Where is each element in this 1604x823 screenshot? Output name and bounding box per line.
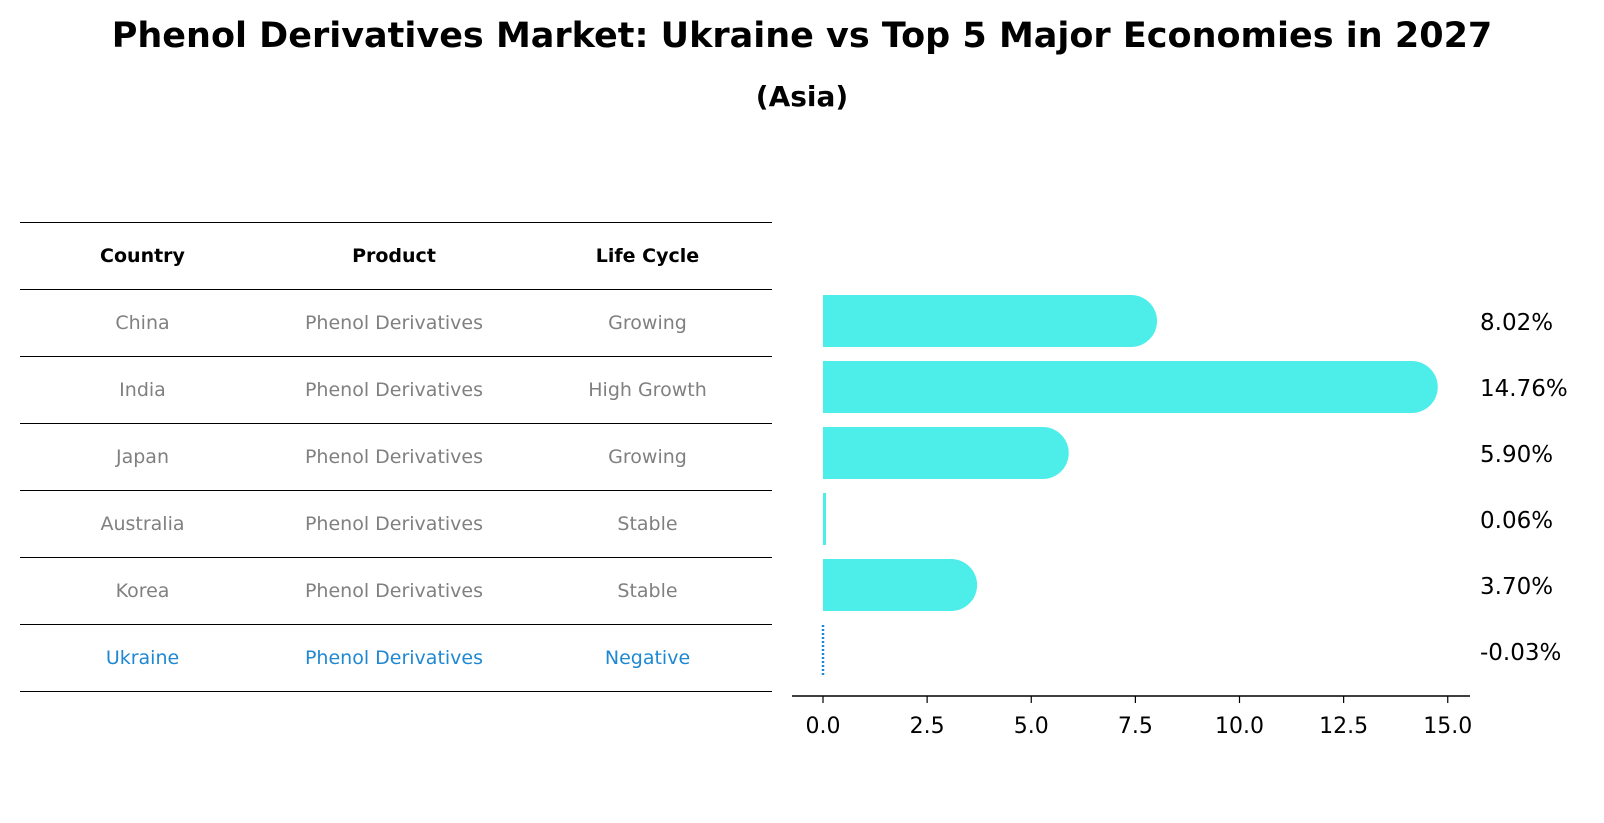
chart-title: Phenol Derivatives Market: Ukraine vs To… [111,16,1493,56]
cell-country: Australia [100,513,185,535]
bar [823,559,978,611]
cell-life-cycle: Growing [608,446,687,468]
cell-product: Phenol Derivatives [304,446,484,468]
data-label: 14.76% [1480,376,1568,402]
cell-country: India [119,379,166,401]
x-tick-label: 10.0 [1215,714,1264,739]
header-country: Country [100,245,185,267]
bar [823,295,1158,347]
x-tick-label: 2.5 [910,714,945,739]
cell-product: Phenol Derivatives [304,513,484,535]
bar [823,361,1438,413]
cell-life-cycle: Growing [608,312,687,334]
data-label: -0.03% [1480,640,1561,666]
x-tick-label: 12.5 [1319,714,1368,739]
table-row: Korea Phenol Derivatives Stable [20,558,772,625]
table-row-highlight: Ukraine Phenol Derivatives Negative [20,625,772,692]
data-label: 3.70% [1480,574,1553,600]
cell-product: Phenol Derivatives [304,580,484,602]
x-tick-label: 15.0 [1423,714,1472,739]
x-tick-label: 0.0 [806,714,841,739]
table-header: Country Product Life Cycle [20,222,772,290]
data-label: 8.02% [1480,310,1553,336]
table-row: Australia Phenol Derivatives Stable [20,491,772,558]
market-table: Country Product Life Cycle China Phenol … [20,222,772,692]
bar [823,493,826,545]
cell-country: China [115,312,170,334]
cell-product: Phenol Derivatives [304,647,484,669]
data-label: 0.06% [1480,508,1553,534]
x-tick-label: 7.5 [1118,714,1153,739]
cell-life-cycle: High Growth [588,379,707,401]
cell-product: Phenol Derivatives [304,379,484,401]
header-life-cycle: Life Cycle [595,245,700,267]
cell-life-cycle: Negative [604,647,691,669]
cell-country: Korea [115,580,170,602]
header-product: Product [352,245,436,267]
table-row: India Phenol Derivatives High Growth [20,357,772,424]
cell-life-cycle: Stable [617,513,678,535]
chart-subtitle: (Asia) [755,80,849,113]
cell-country: Japan [116,446,169,468]
cell-product: Phenol Derivatives [304,312,484,334]
x-tick-label: 5.0 [1014,714,1049,739]
cell-life-cycle: Stable [617,580,678,602]
cell-country: Ukraine [105,647,180,669]
data-label: 5.90% [1480,442,1553,468]
bar [823,427,1069,479]
table-row: Japan Phenol Derivatives Growing [20,424,772,491]
table-row: China Phenol Derivatives Growing [20,290,772,357]
